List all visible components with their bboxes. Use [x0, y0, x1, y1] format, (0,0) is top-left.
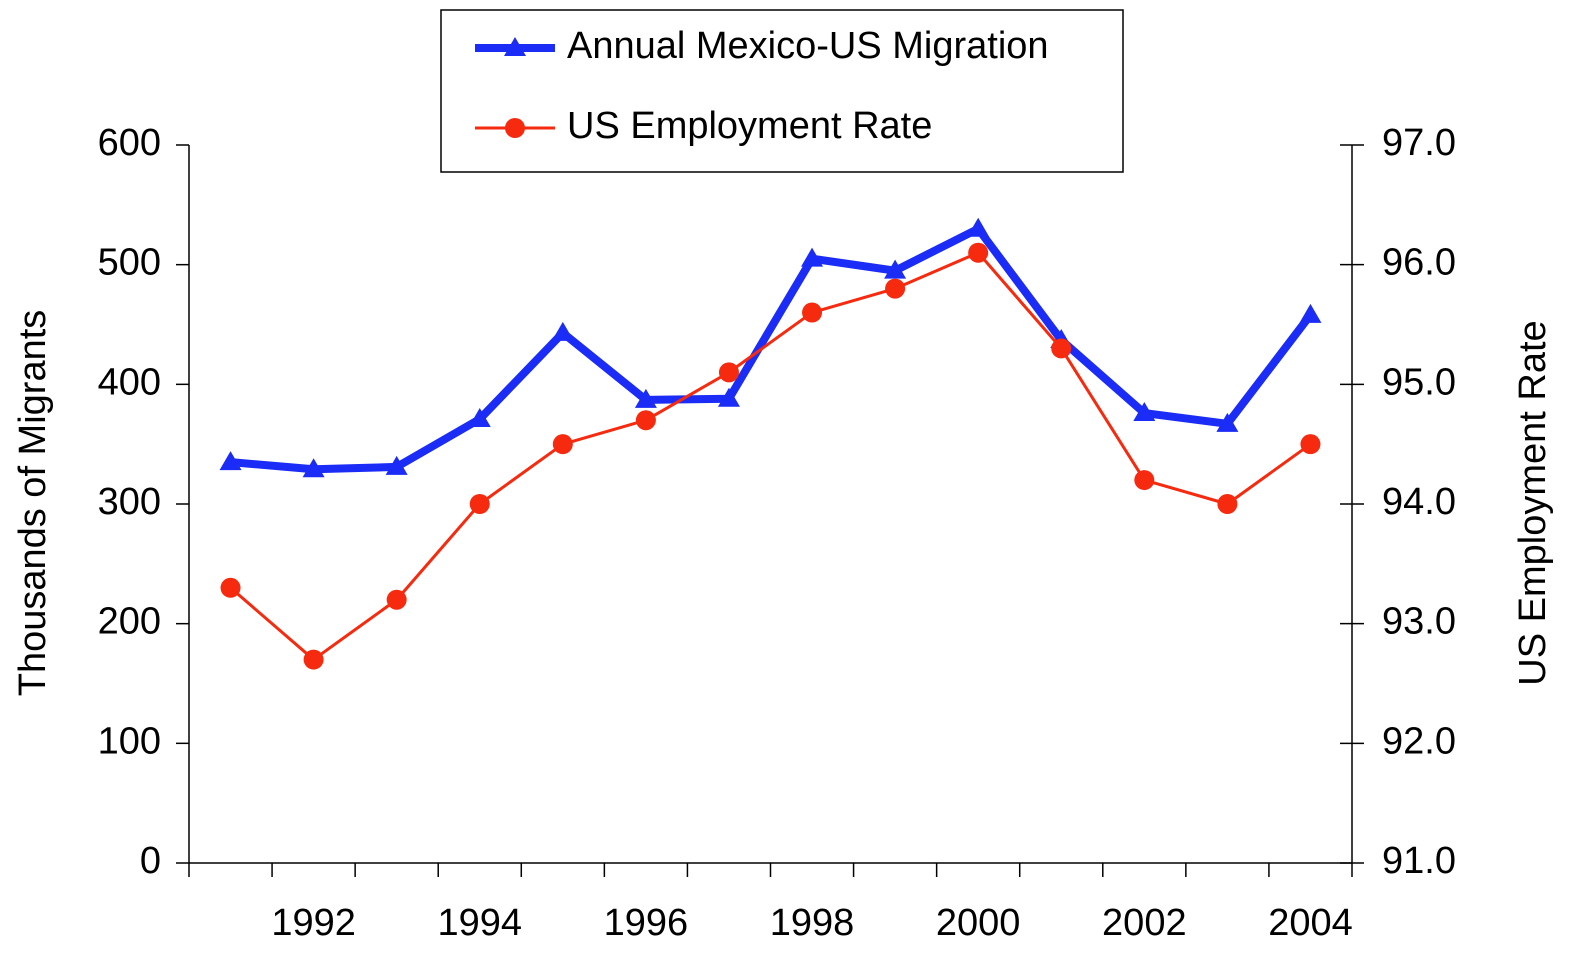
- data-point: [1299, 303, 1322, 323]
- data-point: [717, 387, 740, 407]
- legend-box: [440, 9, 1124, 173]
- data-point: [468, 408, 491, 428]
- y2-tick-label: 91.0: [1382, 840, 1456, 882]
- data-point: [635, 410, 656, 431]
- y-axis-title: Thousands of Migrants: [12, 310, 54, 697]
- data-point: [220, 577, 241, 598]
- x-tick-label: 2002: [1102, 902, 1187, 944]
- y2-tick-label: 97.0: [1382, 122, 1456, 164]
- x-tick-label: 1994: [437, 902, 522, 944]
- data-point: [1051, 338, 1072, 359]
- data-point: [303, 649, 324, 670]
- data-point: [1134, 470, 1155, 491]
- y2-axis-title: US Employment Rate: [1512, 320, 1554, 685]
- data-point: [1133, 402, 1156, 422]
- y2-tick-label: 93.0: [1382, 601, 1456, 643]
- data-point: [1217, 494, 1238, 514]
- y-tick-label: 300: [98, 481, 161, 523]
- data-point: [385, 455, 408, 475]
- data-point: [884, 259, 907, 279]
- data-point: [1300, 434, 1321, 455]
- x-tick-label: 2000: [936, 902, 1021, 944]
- data-point: [718, 362, 739, 383]
- data-point: [968, 242, 989, 263]
- y-tick-label: 600: [98, 122, 161, 164]
- series-line: [229, 251, 1312, 662]
- data-point: [634, 388, 657, 408]
- y-tick-label: 0: [140, 840, 161, 882]
- data-point: [469, 494, 490, 514]
- series-line: [230, 224, 1314, 474]
- x-tick-label: 2004: [1268, 902, 1353, 944]
- x-tick-label: 1992: [271, 902, 356, 944]
- legend-marker: [504, 37, 526, 56]
- y-tick-label: 200: [98, 601, 161, 643]
- y2-tick-label: 94.0: [1382, 481, 1456, 523]
- data-point: [802, 302, 823, 323]
- y-tick-label: 100: [98, 720, 161, 762]
- legend-label: US Employment Rate: [567, 105, 932, 147]
- legend-label: Annual Mexico-US Migration: [567, 25, 1049, 67]
- y2-tick-label: 92.0: [1382, 720, 1456, 762]
- data-point: [386, 589, 407, 610]
- data-point: [219, 451, 242, 471]
- data-point: [885, 278, 906, 299]
- data-point: [967, 217, 990, 237]
- legend-marker: [505, 118, 525, 138]
- y-tick-label: 400: [98, 361, 161, 403]
- y2-tick-label: 96.0: [1382, 242, 1456, 284]
- x-tick-label: 1996: [604, 902, 689, 944]
- data-point: [551, 321, 574, 341]
- data-point: [552, 434, 573, 455]
- x-tick-label: 1998: [770, 902, 855, 944]
- data-point: [801, 247, 824, 267]
- data-point: [302, 458, 325, 478]
- data-point: [1216, 412, 1239, 432]
- y2-tick-label: 95.0: [1382, 361, 1456, 403]
- y-tick-label: 500: [98, 242, 161, 284]
